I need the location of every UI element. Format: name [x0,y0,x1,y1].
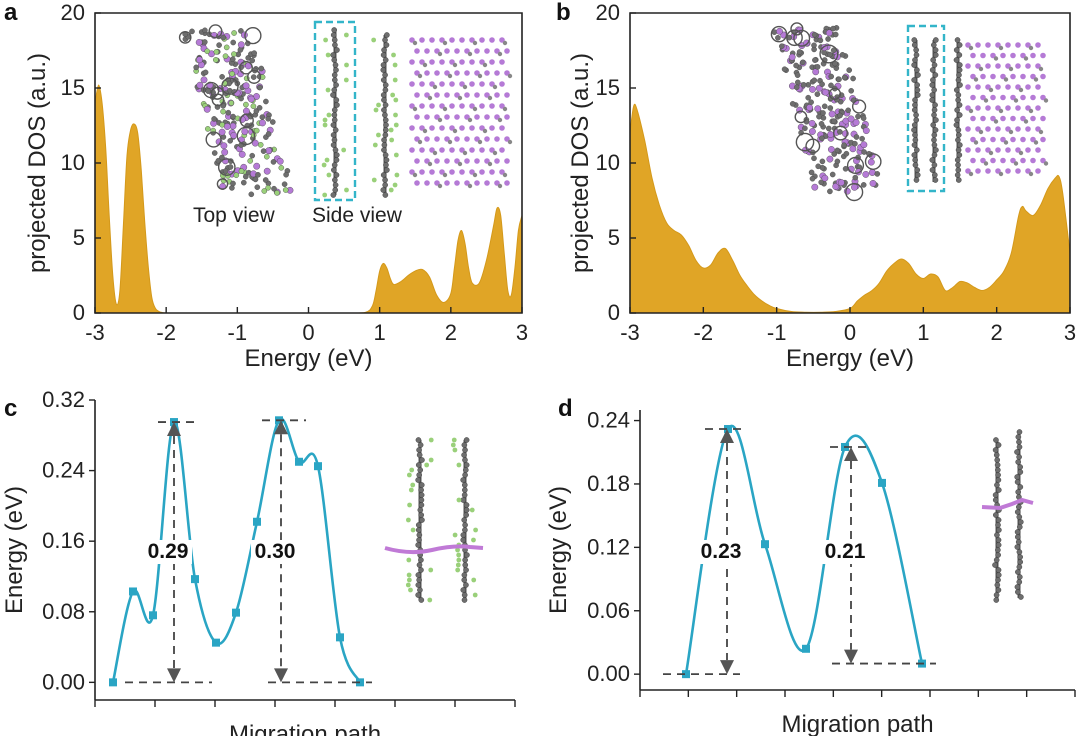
data-point [682,670,690,679]
inset-label-side-view: Side view [312,204,403,227]
x-axis-label: Migration path [781,711,933,736]
structure-side-view-image [371,32,400,198]
y-tick-label: 5 [608,225,620,250]
barrier-label: 0.29 [148,540,189,563]
x-tick-label: -1 [228,320,248,345]
x-axis-label: Energy (eV) [786,345,914,372]
structure-top-view-image [178,24,294,198]
migration-path-line [981,497,1034,511]
y-tick-label: 0.00 [42,669,85,694]
y-tick-label: 5 [73,225,85,250]
barrier-arrowhead-up [274,420,288,435]
x-axis-label: Energy (eV) [244,345,372,372]
selection-box [906,24,946,193]
x-tick-label: 3 [1064,320,1076,345]
panel-letter-c: c [4,395,17,422]
data-point [191,575,199,584]
panel-letter-a: a [4,0,18,26]
y-tick-label: 0.08 [42,599,85,624]
inset-label-top-view: Top view [193,204,276,227]
structure-side-view-image [911,37,921,183]
barrier-label: 0.23 [701,540,742,563]
structure-side-view-image [1014,429,1024,600]
data-point [212,638,220,647]
y-tick-label: 0.12 [587,534,630,559]
data-point [129,587,137,596]
barrier-arrowhead-up [720,429,734,444]
y-tick-label: 0.32 [42,387,85,412]
y-tick-label: 0.24 [42,458,85,483]
selection-box [313,20,357,202]
y-tick-label: 0.24 [587,408,630,433]
barrier-arrowhead-up [844,446,858,461]
structure-side-view-image [953,37,963,183]
y-axis-label: projected DOS (a.u.) [567,53,594,273]
y-tick-label: 0 [608,300,620,325]
x-tick-label: -3 [85,320,105,345]
dos-area [94,84,523,314]
data-point [253,517,261,526]
y-tick-label: 10 [596,150,620,175]
x-tick-label: 2 [445,320,457,345]
structure-side-view-image [929,37,939,183]
x-tick-label: -3 [620,320,640,345]
x-tick-label: 2 [991,320,1003,345]
x-tick-label: -2 [694,320,714,345]
migration-path-line [384,544,484,555]
barrier-arrowhead-down [167,668,181,683]
x-tick-label: 3 [516,320,528,345]
y-axis-label: Energy (eV) [1,486,28,614]
x-tick-label: 1 [374,320,386,345]
x-tick-label: 0 [844,320,856,345]
dos-area [629,103,1071,314]
barrier-label: 0.30 [255,540,296,563]
data-point [761,540,769,549]
y-tick-label: 15 [61,75,85,100]
structure-side-view-image [450,437,479,603]
y-tick-label: 0.16 [42,528,85,553]
data-point [802,644,810,653]
x-tick-label: -1 [767,320,787,345]
panel-letter-d: d [558,395,573,422]
barrier-arrowhead-down [274,668,288,683]
panel-letter-b: b [556,0,571,26]
lithium-lattice-image [965,42,1049,177]
data-point [149,611,157,620]
x-tick-label: 0 [302,320,314,345]
structure-side-view-image [405,437,434,603]
lithium-lattice-image [409,37,513,189]
x-axis-label: Migration path [229,721,381,736]
barrier-arrowhead-up [167,422,181,437]
x-tick-label: 1 [917,320,929,345]
panel-c-migration-plot: c 0.00 0.08 0.16 0.24 0.32 Migration path Energ… [1,387,516,736]
y-tick-label: 0.06 [587,598,630,623]
data-point [336,633,344,642]
data-point [295,457,303,466]
y-tick-label: 20 [596,0,620,25]
panel-d-migration-plot: d 0.00 0.06 0.12 0.18 0.24 Migration path Energ… [545,395,1076,736]
data-point [724,425,732,434]
y-tick-label: 20 [61,0,85,25]
structure-side-view-image [992,437,1002,603]
y-tick-label: 0 [73,300,85,325]
barrier-label: 0.21 [825,540,866,563]
data-point [109,678,117,687]
y-axis-label: projected DOS (a.u.) [24,53,51,273]
y-tick-label: 0.18 [587,471,630,496]
data-point [878,478,886,487]
y-tick-label: 10 [61,150,85,175]
barrier-arrowhead-down [720,660,734,675]
y-tick-label: 15 [596,75,620,100]
panel-a-dos-plot: a -3 -2 -1 0 1 2 3 0 5 10 15 20 Energy (eV) projected … [4,0,528,372]
x-tick-label: -2 [156,320,176,345]
data-point [232,608,240,617]
panel-b-dos-plot: b -3 -2 -1 0 1 2 3 0 5 10 15 20 Energy (eV) projected … [556,0,1076,372]
structure-side-view-image [321,27,349,198]
structure-top-view-image [770,22,882,202]
data-point [314,462,322,471]
barrier-arrowhead-down [844,649,858,664]
y-tick-label: 0.00 [587,661,630,686]
y-axis-label: Energy (eV) [545,486,572,614]
